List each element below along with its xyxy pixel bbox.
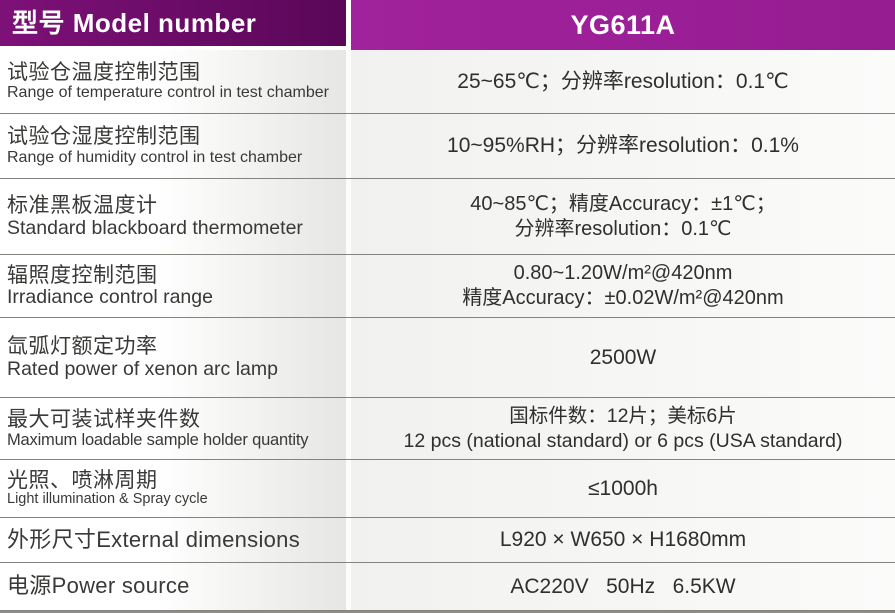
spec-value-cell: 40~85℃；精度Accuracy：±1℃； 分辨率resolution：0.1… [351, 179, 895, 254]
spec-label-en: Irradiance control range [7, 286, 213, 309]
column-gap [346, 460, 351, 517]
spec-label: 最大可装试样夹件数 Maximum loadable sample holder… [0, 398, 346, 459]
spec-label: 电源Power source [0, 563, 346, 610]
spec-label: 氙弧灯额定功率 Rated power of xenon arc lamp [0, 318, 346, 397]
spec-value: L920 × W650 × H1680mm [499, 528, 747, 552]
spec-label-zh: 氙弧灯额定功率 [7, 335, 158, 359]
spec-value: ≤1000h [588, 476, 658, 500]
spec-row-temperature-range: 试验仓温度控制范围 Range of temperature control i… [0, 50, 895, 114]
spec-label: 辐照度控制范围 Irradiance control range [0, 255, 346, 317]
header-column-gap [346, 0, 351, 50]
spec-value: 25~65℃；分辨率resolution：0.1℃ [457, 69, 789, 93]
spec-label: 试验仓温度控制范围 Range of temperature control i… [0, 50, 346, 113]
spec-label-zh: 最大可装试样夹件数 [7, 407, 201, 431]
model-number-header-cell: 型号 Model number [0, 0, 346, 46]
column-gap [346, 563, 351, 610]
spec-label-zh: 电源Power source [7, 573, 190, 599]
spec-label-zh: 标准黑板温度计 [7, 194, 158, 218]
spec-row-humidity-range: 试验仓湿度控制范围 Range of humidity control in t… [0, 114, 895, 179]
spec-row-sample-holder-quantity: 最大可装试样夹件数 Maximum loadable sample holder… [0, 398, 895, 460]
spec-label: 外形尺寸External dimensions [0, 518, 346, 562]
spec-label: 试验仓湿度控制范围 Range of humidity control in t… [0, 114, 346, 178]
column-gap [346, 255, 351, 317]
spec-label-zh: 试验仓温度控制范围 [7, 60, 201, 84]
spec-value-cell: 国标件数：12片；美标6片 12 pcs (national standard)… [351, 398, 895, 459]
spec-row-power-source: 电源Power source AC220V 50Hz 6.5KW [0, 563, 895, 611]
table-header-row: 型号 Model number YG611A [0, 0, 895, 50]
column-gap [346, 518, 351, 562]
spec-value-cell: 0.80~1.20W/m²@420nm 精度Accuracy：±0.02W/m²… [351, 255, 895, 317]
spec-value-line1: 国标件数：12片；美标6片 [509, 405, 737, 428]
spec-rows: 试验仓温度控制范围 Range of temperature control i… [0, 50, 895, 611]
spec-value-line1: 40~85℃；精度Accuracy：±1℃； [470, 192, 776, 215]
spec-value-cell: 25~65℃；分辨率resolution：0.1℃ [351, 50, 895, 113]
spec-row-light-spray-cycle: 光照、喷淋周期 Light illumination & Spray cycle… [0, 460, 895, 518]
spec-value-line2: 12 pcs (national standard) or 6 pcs (USA… [403, 429, 843, 452]
spec-value-cell: 2500W [351, 318, 895, 397]
spec-value-line2: 分辨率resolution：0.1℃ [514, 217, 732, 240]
spec-label-zh: 试验仓湿度控制范围 [7, 125, 201, 149]
spec-value-cell: AC220V 50Hz 6.5KW [351, 563, 895, 610]
spec-value-line2: 精度Accuracy：±0.02W/m²@420nm [462, 287, 784, 309]
spec-row-xenon-lamp-power: 氙弧灯额定功率 Rated power of xenon arc lamp 25… [0, 318, 895, 398]
spec-label: 光照、喷淋周期 Light illumination & Spray cycle [0, 460, 346, 517]
spec-label-en: Standard blackboard thermometer [7, 216, 303, 239]
column-gap [346, 179, 351, 254]
spec-value-cell: ≤1000h [351, 460, 895, 517]
spec-value: AC220V 50Hz 6.5KW [510, 574, 736, 598]
spec-label-en: Maximum loadable sample holder quantity [7, 431, 309, 450]
spec-row-external-dimensions: 外形尺寸External dimensions L920 × W650 × H1… [0, 518, 895, 563]
spec-label-zh: 外形尺寸External dimensions [7, 526, 300, 552]
spec-label-zh: 辐照度控制范围 [7, 263, 158, 287]
spec-label-en: Range of humidity control in test chambe… [7, 148, 303, 166]
spec-label-en: Range of temperature control in test cha… [7, 84, 329, 102]
spec-value-cell: L920 × W650 × H1680mm [351, 518, 895, 562]
spec-label-en: Light illumination & Spray cycle [7, 491, 208, 508]
spec-label-en: Rated power of xenon arc lamp [7, 357, 278, 380]
spec-row-blackboard-thermometer: 标准黑板温度计 Standard blackboard thermometer … [0, 179, 895, 255]
spec-value: 10~95%RH；分辨率resolution：0.1% [447, 134, 799, 158]
column-gap [346, 114, 351, 178]
model-value-header-cell: YG611A [351, 0, 895, 50]
column-gap [346, 50, 351, 113]
spec-value-line1: 0.80~1.20W/m²@420nm [513, 262, 733, 284]
spec-row-irradiance-range: 辐照度控制范围 Irradiance control range 0.80~1.… [0, 255, 895, 318]
spec-value-cell: 10~95%RH；分辨率resolution：0.1% [351, 114, 895, 178]
column-gap [346, 318, 351, 397]
spec-value: 2500W [589, 345, 657, 369]
column-gap [346, 398, 351, 459]
spec-label-zh: 光照、喷淋周期 [7, 468, 158, 492]
spec-label: 标准黑板温度计 Standard blackboard thermometer [0, 179, 346, 254]
